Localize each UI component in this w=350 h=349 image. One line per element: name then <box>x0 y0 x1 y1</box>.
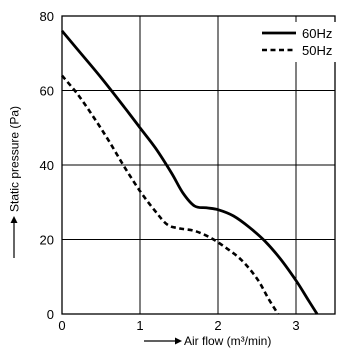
y-axis-title: Static pressure (Pa) <box>8 106 22 212</box>
y-tick-label: 60 <box>40 84 54 99</box>
legend-label-50hz: 50Hz <box>302 43 332 58</box>
series-line-50hz <box>61 74 280 315</box>
x-axis-title: Air flow (m³/min) <box>184 334 271 348</box>
x-tick-label: 1 <box>136 318 143 333</box>
legend-background <box>252 22 344 62</box>
x-tick-label: 0 <box>58 318 65 333</box>
grid <box>62 16 335 314</box>
x-tick-label: 3 <box>292 318 299 333</box>
y-axis-title-group: Static pressure (Pa) <box>8 106 22 258</box>
x-tick-label: 2 <box>214 318 221 333</box>
y-tick-label: 0 <box>47 307 54 322</box>
legend-label-60hz: 60Hz <box>302 26 332 41</box>
series-line-60hz <box>60 30 319 315</box>
y-tick-label: 80 <box>40 9 54 24</box>
plot-frame <box>61 15 336 315</box>
series-layer <box>60 30 319 315</box>
y-tick-label: 40 <box>40 158 54 173</box>
y-tick-label: 20 <box>40 233 54 248</box>
y-axis-arrow-icon <box>10 216 18 223</box>
tick-labels: 0 1 2 3 0 20 40 60 80 <box>40 9 300 333</box>
x-axis-arrow-icon <box>175 337 182 345</box>
